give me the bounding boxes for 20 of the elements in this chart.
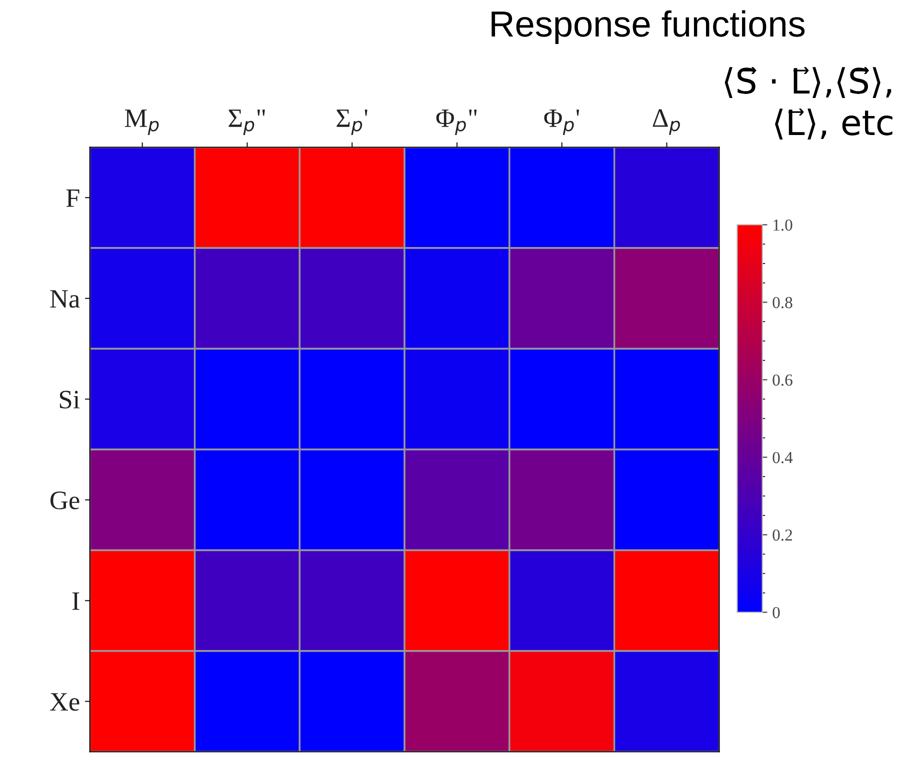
y-tick-label: Xe (50, 693, 80, 711)
text: ⟨S⃗ · L⃗⟩,⟨S⃗⟩, ⟨L⃗⟩, etc (724, 67, 892, 140)
x-tick-label: Δ$_{p}$ (652, 109, 680, 135)
color-bar-label: 0.2 (772, 529, 792, 541)
x-tick-label: Σ$_{p}$" (228, 110, 265, 136)
text: Response functions (492, 10, 805, 44)
color-bar-label: 0 (772, 606, 780, 618)
y-tick-label: I (72, 592, 80, 610)
y-tick-label: F (66, 190, 80, 207)
x-tick-label: Σ$_{p}$' (336, 110, 368, 136)
x-tick-label: M$_{p}$ (124, 110, 159, 136)
y-tick-label: Ge (50, 492, 80, 510)
color-bar-label: 0.4 (772, 452, 793, 464)
color-bar-label: 0.8 (772, 296, 792, 308)
x-tick-label: Φ$_{p}$" (436, 110, 477, 136)
color-bar-label: 1.0 (774, 219, 792, 231)
color-bar-label: 0.6 (772, 374, 792, 386)
y-tick-label: Si (60, 390, 80, 409)
y-tick-label: Na (50, 290, 80, 308)
x-tick-label: Φ$_{p}$' (544, 110, 580, 136)
